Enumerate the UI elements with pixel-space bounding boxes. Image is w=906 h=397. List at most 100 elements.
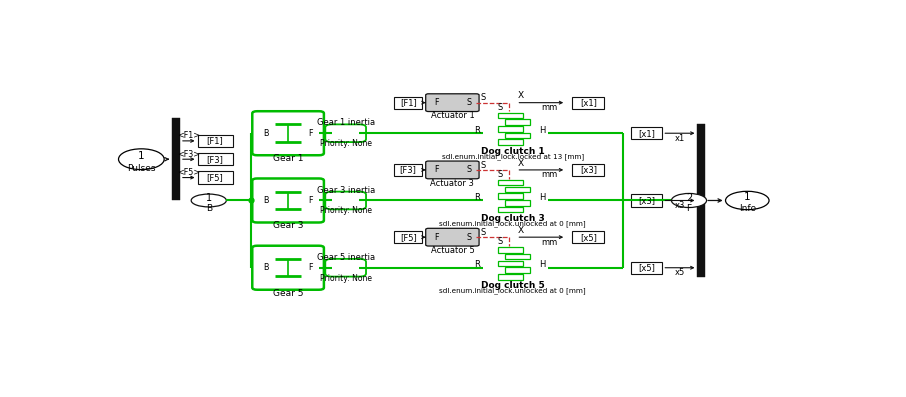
FancyBboxPatch shape bbox=[498, 274, 524, 279]
Ellipse shape bbox=[191, 194, 226, 207]
Text: Priority: None: Priority: None bbox=[320, 274, 371, 283]
FancyBboxPatch shape bbox=[498, 207, 524, 212]
FancyBboxPatch shape bbox=[505, 254, 530, 259]
Text: X: X bbox=[518, 91, 524, 100]
Text: Gear 3 inertia: Gear 3 inertia bbox=[316, 185, 375, 195]
Text: F: F bbox=[687, 204, 691, 213]
FancyBboxPatch shape bbox=[505, 200, 530, 206]
FancyBboxPatch shape bbox=[505, 119, 530, 125]
FancyBboxPatch shape bbox=[498, 180, 524, 185]
FancyBboxPatch shape bbox=[498, 247, 524, 252]
FancyBboxPatch shape bbox=[505, 267, 530, 273]
FancyBboxPatch shape bbox=[498, 113, 524, 118]
FancyBboxPatch shape bbox=[498, 139, 524, 145]
Text: sdl.enum.initial_lock.unlocked at 0 [mm]: sdl.enum.initial_lock.unlocked at 0 [mm] bbox=[439, 288, 586, 295]
FancyBboxPatch shape bbox=[698, 124, 705, 277]
Text: R: R bbox=[474, 260, 480, 269]
FancyBboxPatch shape bbox=[394, 96, 422, 109]
Text: B: B bbox=[263, 129, 268, 138]
Text: x1: x1 bbox=[675, 134, 685, 143]
Text: <F1>: <F1> bbox=[178, 131, 200, 141]
Text: H: H bbox=[539, 126, 545, 135]
FancyBboxPatch shape bbox=[394, 231, 422, 243]
FancyBboxPatch shape bbox=[498, 260, 524, 266]
Text: S: S bbox=[497, 170, 503, 179]
Text: F: F bbox=[435, 98, 439, 107]
Text: X: X bbox=[518, 159, 524, 168]
FancyBboxPatch shape bbox=[505, 187, 530, 192]
Text: [F3]: [F3] bbox=[207, 155, 224, 164]
Text: [x1]: [x1] bbox=[580, 98, 597, 107]
Text: Info: Info bbox=[738, 204, 756, 213]
FancyBboxPatch shape bbox=[252, 246, 324, 290]
FancyBboxPatch shape bbox=[505, 133, 530, 138]
Text: [x3]: [x3] bbox=[580, 166, 597, 174]
Text: Priority: None: Priority: None bbox=[320, 206, 371, 216]
Text: F: F bbox=[308, 196, 313, 205]
Ellipse shape bbox=[671, 193, 707, 208]
Text: Priority: None: Priority: None bbox=[320, 139, 371, 148]
Text: <F3>: <F3> bbox=[178, 150, 200, 159]
Text: S: S bbox=[481, 160, 486, 170]
Text: F: F bbox=[308, 129, 313, 138]
Text: Dog clutch 3: Dog clutch 3 bbox=[481, 214, 545, 223]
FancyBboxPatch shape bbox=[631, 127, 662, 139]
Text: S: S bbox=[467, 233, 472, 242]
Ellipse shape bbox=[119, 149, 164, 170]
Text: Dog clutch 5: Dog clutch 5 bbox=[481, 281, 545, 290]
FancyBboxPatch shape bbox=[252, 111, 324, 155]
Text: <F5>: <F5> bbox=[178, 168, 200, 177]
Text: Gear 5 inertia: Gear 5 inertia bbox=[316, 253, 375, 262]
FancyBboxPatch shape bbox=[426, 161, 479, 179]
Text: 2: 2 bbox=[686, 193, 692, 203]
Text: [x5]: [x5] bbox=[639, 263, 655, 272]
Text: X: X bbox=[518, 226, 524, 235]
Text: S: S bbox=[497, 237, 503, 246]
FancyBboxPatch shape bbox=[172, 118, 180, 200]
FancyBboxPatch shape bbox=[426, 94, 479, 112]
Text: H: H bbox=[539, 260, 545, 269]
Text: B: B bbox=[263, 196, 268, 205]
Text: sdl.enum.initial_lock.unlocked at 0 [mm]: sdl.enum.initial_lock.unlocked at 0 [mm] bbox=[439, 220, 586, 227]
Text: Dog clutch 1: Dog clutch 1 bbox=[481, 146, 545, 156]
FancyBboxPatch shape bbox=[325, 259, 366, 277]
Text: [x3]: [x3] bbox=[639, 196, 655, 205]
Text: [F5]: [F5] bbox=[400, 233, 417, 242]
Text: [F1]: [F1] bbox=[207, 137, 224, 145]
Text: B: B bbox=[206, 204, 212, 213]
Text: R: R bbox=[474, 126, 480, 135]
Text: Gear 1 inertia: Gear 1 inertia bbox=[316, 118, 375, 127]
FancyBboxPatch shape bbox=[325, 192, 366, 209]
Text: Pulses: Pulses bbox=[127, 164, 156, 173]
Text: [F1]: [F1] bbox=[400, 98, 417, 107]
Text: 1: 1 bbox=[206, 193, 212, 203]
FancyBboxPatch shape bbox=[631, 262, 662, 274]
FancyBboxPatch shape bbox=[198, 172, 233, 184]
Text: Gear 3: Gear 3 bbox=[273, 222, 304, 230]
Text: H: H bbox=[539, 193, 545, 202]
FancyBboxPatch shape bbox=[198, 135, 233, 147]
Text: Actuator 5: Actuator 5 bbox=[430, 246, 474, 255]
Text: F: F bbox=[435, 233, 439, 242]
Text: mm: mm bbox=[541, 103, 557, 112]
Text: [F5]: [F5] bbox=[207, 173, 224, 182]
FancyBboxPatch shape bbox=[394, 164, 422, 176]
Text: S: S bbox=[481, 93, 486, 102]
Text: [x1]: [x1] bbox=[639, 129, 655, 138]
Text: x5: x5 bbox=[675, 268, 685, 277]
Text: F: F bbox=[308, 263, 313, 272]
FancyBboxPatch shape bbox=[498, 126, 524, 131]
Text: S: S bbox=[467, 98, 472, 107]
FancyBboxPatch shape bbox=[198, 153, 233, 165]
FancyBboxPatch shape bbox=[252, 179, 324, 222]
Text: mm: mm bbox=[541, 170, 557, 179]
FancyBboxPatch shape bbox=[498, 193, 524, 199]
Text: F: F bbox=[435, 166, 439, 174]
Text: R: R bbox=[474, 193, 480, 202]
Text: 1: 1 bbox=[138, 151, 145, 161]
Text: Gear 1: Gear 1 bbox=[273, 154, 304, 163]
Text: [x5]: [x5] bbox=[580, 233, 597, 242]
FancyBboxPatch shape bbox=[325, 124, 366, 142]
Text: mm: mm bbox=[541, 237, 557, 247]
Text: x3: x3 bbox=[675, 201, 685, 210]
